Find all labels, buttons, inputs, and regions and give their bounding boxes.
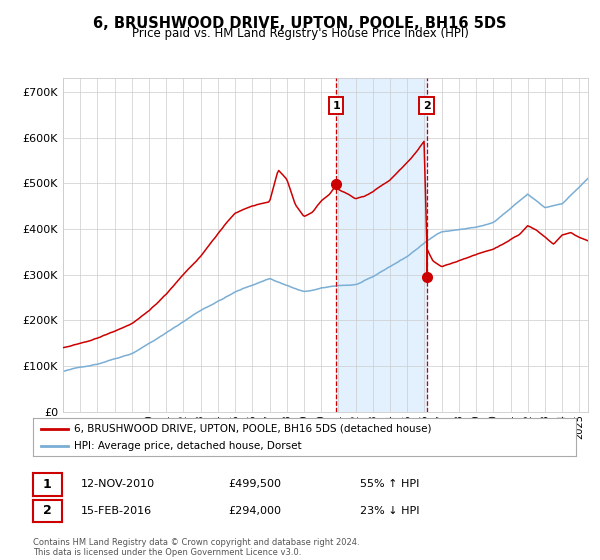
Text: 2: 2 (422, 101, 430, 111)
Text: HPI: Average price, detached house, Dorset: HPI: Average price, detached house, Dors… (74, 441, 301, 451)
Text: £294,000: £294,000 (228, 506, 281, 516)
Bar (336, 78, 427, 412)
Text: 15-FEB-2016: 15-FEB-2016 (81, 506, 152, 516)
Text: 1: 1 (332, 101, 340, 111)
Text: 55% ↑ HPI: 55% ↑ HPI (360, 479, 419, 489)
Text: 23% ↓ HPI: 23% ↓ HPI (360, 506, 419, 516)
Text: 2: 2 (43, 504, 52, 517)
Text: 6, BRUSHWOOD DRIVE, UPTON, POOLE, BH16 5DS (detached house): 6, BRUSHWOOD DRIVE, UPTON, POOLE, BH16 5… (74, 423, 431, 433)
Text: Contains HM Land Registry data © Crown copyright and database right 2024.
This d: Contains HM Land Registry data © Crown c… (33, 538, 359, 557)
Text: £499,500: £499,500 (228, 479, 281, 489)
Text: 6, BRUSHWOOD DRIVE, UPTON, POOLE, BH16 5DS: 6, BRUSHWOOD DRIVE, UPTON, POOLE, BH16 5… (93, 16, 507, 31)
Text: Price paid vs. HM Land Registry's House Price Index (HPI): Price paid vs. HM Land Registry's House … (131, 27, 469, 40)
Text: 12-NOV-2010: 12-NOV-2010 (81, 479, 155, 489)
Text: 1: 1 (43, 478, 52, 491)
